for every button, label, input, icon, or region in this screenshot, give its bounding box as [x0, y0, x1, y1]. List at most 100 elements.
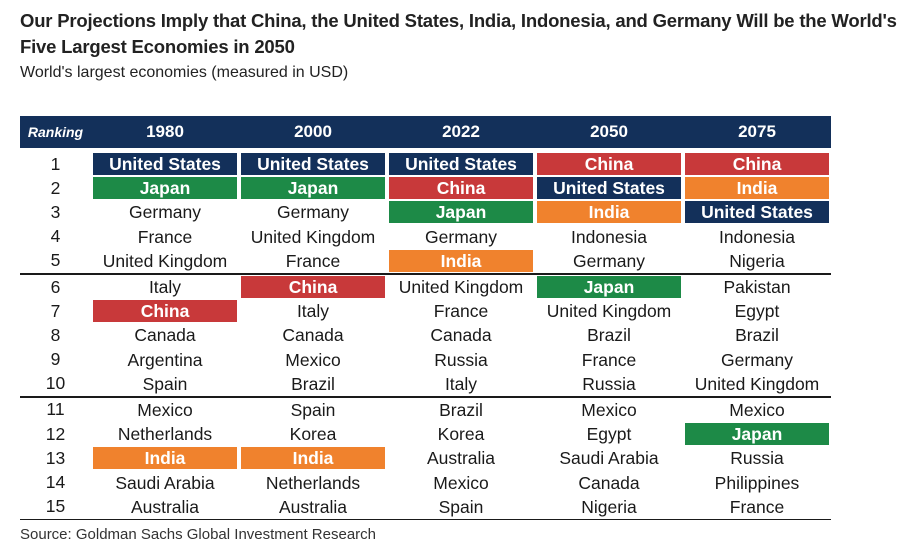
country-label: France [581, 349, 637, 370]
country-cell: India [387, 249, 535, 274]
country-cell: Italy [387, 372, 535, 397]
rank-cell: 11 [20, 395, 91, 423]
country-cell: Russia [683, 446, 831, 470]
country-cell: India [239, 446, 387, 470]
country-cell: Canada [239, 323, 387, 347]
country-label: France [137, 226, 193, 247]
country-cell: Canada [387, 323, 535, 347]
highlighted-country-label: United States [389, 153, 533, 176]
country-cell: Korea [239, 422, 387, 446]
country-cell: Pakistan [683, 272, 831, 300]
country-cell: Mexico [683, 395, 831, 423]
country-label: Russia [582, 373, 636, 394]
highlighted-country-label: China [241, 276, 385, 299]
country-label: Indonesia [571, 226, 647, 247]
country-label: Brazil [735, 325, 779, 346]
country-cell: Italy [91, 272, 239, 300]
highlighted-country-label: China [537, 153, 681, 176]
country-label: Canada [578, 472, 640, 493]
country-cell: Russia [387, 348, 535, 372]
country-cell: Japan [91, 176, 239, 200]
country-cell: Nigeria [683, 249, 831, 274]
country-label: Brazil [291, 373, 335, 394]
country-cell: China [535, 148, 683, 176]
country-label: Italy [296, 301, 330, 322]
country-cell: Spain [387, 494, 535, 520]
rank-cell: 2 [50, 177, 61, 198]
highlighted-country-label: Japan [389, 201, 533, 224]
table-row: 15 Australia Australia Spain Nigeria France [20, 494, 831, 520]
table-row: 8 Canada Canada Canada Brazil Brazil [20, 323, 831, 347]
country-cell: Canada [91, 323, 239, 347]
country-label: United Kingdom [694, 373, 820, 394]
country-label: Brazil [439, 399, 483, 420]
table-row: 9 Argentina Mexico Russia France Germany [20, 348, 831, 372]
table-row: 5 United Kingdom France India Germany Nigeria [20, 249, 831, 274]
country-cell: Brazil [683, 323, 831, 347]
country-cell: United Kingdom [387, 272, 535, 300]
rank-cell: 1 [50, 153, 61, 174]
country-cell: Australia [91, 494, 239, 520]
country-cell: India [683, 176, 831, 200]
country-cell: France [239, 249, 387, 274]
table-row: 13 India India Australia Saudi Arabia Russia [20, 446, 831, 470]
country-cell: Japan [387, 200, 535, 224]
table-row: 12 Netherlands Korea Korea Egypt Japan [20, 422, 831, 446]
country-cell: United States [239, 148, 387, 176]
rank-cell: 8 [50, 324, 61, 345]
country-cell: Mexico [239, 348, 387, 372]
highlighted-country-label: Japan [537, 276, 681, 299]
highlighted-country-label: China [685, 153, 829, 176]
country-cell: Philippines [683, 470, 831, 494]
country-cell: Germany [91, 200, 239, 224]
country-cell: Spain [239, 395, 387, 423]
table-row: 3 Germany Germany Japan India United States [20, 200, 831, 224]
country-label: Canada [430, 325, 492, 346]
year-column-header: 2050 [535, 116, 683, 148]
highlighted-country-label: India [389, 249, 533, 272]
country-label: United Kingdom [398, 277, 524, 298]
highlighted-country-label: Japan [685, 423, 829, 446]
table-body: 1 United States United States United States… [20, 148, 831, 520]
country-label: United Kingdom [250, 226, 376, 247]
country-cell: Brazil [535, 323, 683, 347]
country-cell: Saudi Arabia [91, 470, 239, 494]
country-cell: Australia [239, 494, 387, 520]
country-cell: Germany [387, 225, 535, 249]
country-cell: United Kingdom [239, 225, 387, 249]
country-cell: United Kingdom [683, 372, 831, 397]
table-row: 14 Saudi Arabia Netherlands Mexico Canada Phi… [20, 470, 831, 494]
country-label: Nigeria [581, 496, 637, 517]
country-cell: Germany [535, 249, 683, 274]
table-row: 11 Mexico Spain Brazil Mexico Mexico [20, 395, 831, 423]
country-cell: Mexico [387, 470, 535, 494]
country-label: Canada [134, 325, 196, 346]
ranking-column-header: Ranking [20, 116, 91, 148]
rank-cell: 4 [50, 226, 61, 247]
country-cell: Australia [387, 446, 535, 470]
country-label: Russia [730, 448, 784, 469]
country-cell: Spain [91, 372, 239, 397]
country-cell: China [683, 148, 831, 176]
rank-cell: 3 [50, 201, 61, 222]
country-label: Philippines [714, 472, 800, 493]
country-cell: Indonesia [535, 225, 683, 249]
header-row: Ranking 1980 2000 2022 2050 2075 [20, 116, 831, 148]
country-label: Russia [434, 349, 488, 370]
country-label: Germany [573, 250, 645, 271]
country-cell: Brazil [239, 372, 387, 397]
country-label: Italy [148, 277, 182, 298]
country-label: Mexico [581, 399, 637, 420]
rank-cell: 7 [50, 300, 61, 321]
table-row: 6 Italy China United Kingdom Japan Pakistan [20, 272, 831, 300]
highlighted-country-label: United States [241, 153, 385, 176]
country-label: Korea [437, 424, 485, 445]
country-cell: Brazil [387, 395, 535, 423]
country-cell: France [535, 348, 683, 372]
country-cell: Saudi Arabia [535, 446, 683, 470]
country-cell: United States [535, 176, 683, 200]
country-cell: Korea [387, 422, 535, 446]
country-cell: France [91, 225, 239, 249]
country-label: Brazil [587, 325, 631, 346]
country-label: Canada [282, 325, 344, 346]
